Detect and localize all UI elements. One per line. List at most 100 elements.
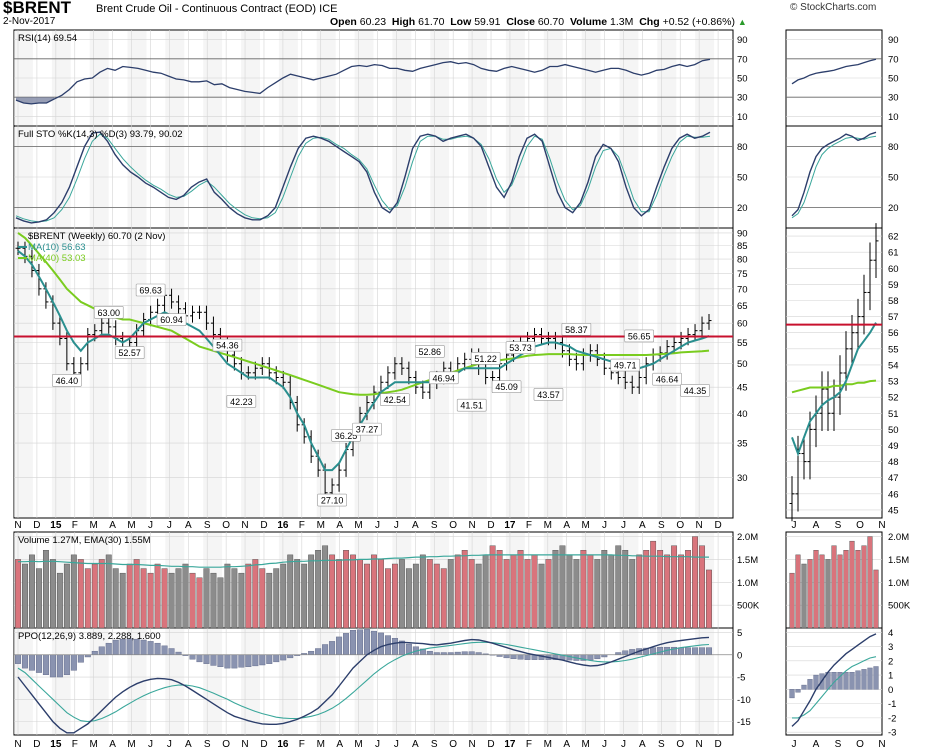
volume-bar bbox=[301, 563, 308, 629]
volume-bar bbox=[566, 554, 573, 629]
ppo-histogram-bar bbox=[336, 636, 343, 655]
price-axis-tick-label: 70 bbox=[737, 284, 748, 295]
rsi-legend: RSI(14) 69.54 bbox=[18, 33, 77, 44]
volume-bar bbox=[147, 572, 154, 629]
zoom-volume-bar bbox=[819, 554, 825, 629]
volume-bar bbox=[133, 559, 140, 629]
zoom-volume-bar bbox=[861, 545, 867, 629]
zoom-price-axis-tick-label: 51 bbox=[888, 409, 899, 420]
volume-bar bbox=[91, 563, 98, 629]
x-axis-label-bottom-O: O bbox=[222, 739, 230, 750]
price-axis-tick-label: 55 bbox=[737, 338, 748, 349]
volume-legend: Volume 1.27M, EMA(30) 1.55M bbox=[18, 535, 151, 546]
month-shade-band bbox=[354, 229, 374, 517]
x-axis-label-D: D bbox=[714, 520, 721, 531]
volume-bar bbox=[329, 554, 336, 629]
zoom-ppo-histogram-bar bbox=[807, 679, 813, 690]
volume-bar bbox=[280, 563, 287, 629]
ppo-histogram-bar bbox=[42, 654, 49, 676]
volume-bar bbox=[119, 572, 126, 629]
zoom-x-label-bottom-N: N bbox=[878, 739, 885, 750]
x-axis-label-M: M bbox=[581, 520, 589, 531]
x-axis-label-O: O bbox=[449, 520, 457, 531]
volume-bar bbox=[77, 559, 84, 629]
volume-bar bbox=[259, 568, 266, 629]
x-axis-label-bottom-M: M bbox=[90, 739, 98, 750]
x-axis-label-bottom-F: F bbox=[299, 739, 305, 750]
ppo-histogram-bar bbox=[21, 654, 28, 669]
volume-bar bbox=[168, 572, 175, 629]
ppo-histogram-bar bbox=[454, 651, 461, 655]
zoom-ppo-histogram-bar bbox=[795, 689, 801, 693]
month-shade-band bbox=[127, 629, 147, 734]
volume-bar bbox=[189, 572, 196, 629]
zoom-price-axis-tick-label: 52 bbox=[888, 393, 899, 404]
volume-bar bbox=[266, 572, 273, 629]
zoom-price-axis-tick-label: 59 bbox=[888, 280, 899, 291]
ppo-histogram-bar bbox=[287, 654, 294, 659]
ppo-histogram-bar bbox=[210, 654, 217, 666]
x-axis-label-A: A bbox=[109, 520, 116, 531]
price-annotation-label: 52.86 bbox=[419, 347, 442, 357]
ppo-histogram-bar bbox=[461, 651, 468, 655]
zoom-x-label-O: O bbox=[856, 520, 864, 531]
volume-bar bbox=[357, 559, 363, 629]
zoom-ppo-axis-tick-label: -2 bbox=[888, 713, 896, 724]
x-axis-label-bottom-D: D bbox=[260, 739, 267, 750]
volume-bar bbox=[552, 550, 559, 629]
ppo-histogram-bar bbox=[105, 642, 112, 655]
ppo-histogram-bar bbox=[77, 654, 84, 663]
volume-bar bbox=[608, 554, 615, 629]
volume-bar bbox=[196, 577, 203, 629]
ppo-histogram-bar bbox=[203, 654, 210, 664]
price-panel-zoom bbox=[785, 227, 883, 519]
ppo-histogram-bar bbox=[245, 654, 252, 667]
price-annotation-label: 42.54 bbox=[384, 395, 407, 405]
price-annotation-label: 42.23 bbox=[230, 397, 253, 407]
volume-bar bbox=[531, 554, 538, 629]
volume-bar bbox=[587, 554, 594, 629]
price-annotation-box bbox=[505, 341, 536, 355]
exchange-label: ICE bbox=[319, 3, 338, 15]
volume-bar bbox=[371, 554, 377, 629]
zoom-volume-bar bbox=[867, 536, 873, 629]
x-axis-label-M: M bbox=[317, 520, 325, 531]
ppo-histogram-bar bbox=[140, 639, 147, 655]
volume-bar bbox=[49, 559, 56, 629]
zoom-ppo-histogram-bar bbox=[855, 670, 861, 690]
zoom-price-axis-tick-label: 60 bbox=[888, 264, 899, 275]
ppo-histogram-bar bbox=[49, 654, 56, 678]
price-axis-tick-label: 85 bbox=[737, 241, 748, 252]
volume-bar bbox=[678, 554, 685, 629]
month-shade-band bbox=[51, 229, 71, 517]
zoom-volume-axis-tick-label: 2.0M bbox=[888, 532, 909, 543]
month-shade-band bbox=[543, 629, 563, 734]
ppo-histogram-bar bbox=[154, 642, 161, 655]
volume-bar bbox=[419, 554, 426, 629]
x-axis-label-bottom-J: J bbox=[602, 739, 607, 750]
price-annotation-label: 43.57 bbox=[537, 390, 560, 400]
zoom-volume-bar bbox=[831, 545, 837, 629]
x-axis-label-bottom-S: S bbox=[658, 739, 665, 750]
x-axis-label-M: M bbox=[544, 520, 552, 531]
price-annotation-box bbox=[212, 338, 243, 352]
x-axis-label-bottom-D: D bbox=[33, 739, 40, 750]
ppo-histogram-bar bbox=[357, 629, 364, 655]
x-axis-label-16: 16 bbox=[277, 520, 289, 531]
x-axis-label-bottom-J: J bbox=[621, 739, 626, 750]
zoom-x-label-bottom-A: A bbox=[813, 739, 820, 750]
x-axis-label-A: A bbox=[639, 520, 646, 531]
zoom-price-axis-tick-label: 49 bbox=[888, 441, 899, 452]
zoom-sto-k-line bbox=[791, 131, 877, 217]
volume-bar bbox=[503, 559, 510, 629]
open-label: Open bbox=[330, 16, 357, 28]
volume-axis-tick-label: 1.0M bbox=[737, 578, 758, 589]
sto-axis-tick-label: 50 bbox=[737, 173, 748, 184]
price-axis-tick-label: 35 bbox=[737, 439, 748, 450]
price-axis-tick-label: 50 bbox=[737, 359, 748, 370]
zoom-ppo-axis-tick-label: -1 bbox=[888, 699, 896, 710]
rsi-line bbox=[15, 58, 711, 105]
volume-bar bbox=[573, 559, 580, 629]
volume-bar bbox=[308, 554, 315, 629]
volume-bar bbox=[126, 563, 133, 629]
